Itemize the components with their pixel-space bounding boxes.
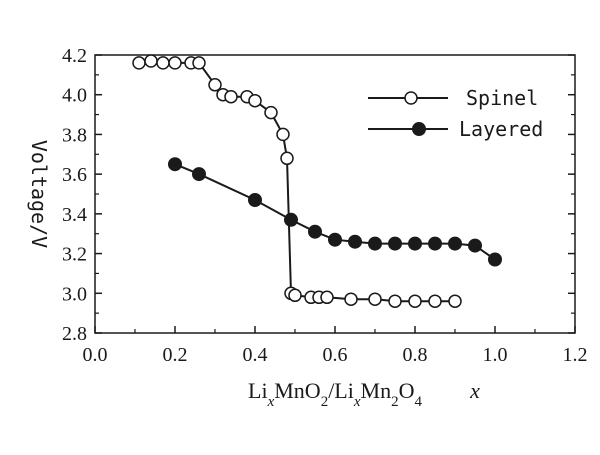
y-tick-label: 3.4 bbox=[62, 204, 87, 226]
y-axis: 2.8 3.0 3.2 3.4 3.6 3.8 4.0 4.2 bbox=[62, 45, 575, 345]
y-tick-label: 2.8 bbox=[62, 323, 87, 345]
layered-data-point bbox=[368, 236, 382, 251]
x-tick-label: 0.0 bbox=[83, 344, 108, 366]
spinel-data-point bbox=[168, 56, 182, 70]
x-tick-label: 0.2 bbox=[163, 344, 188, 366]
layered-data-point bbox=[168, 157, 182, 172]
x-axis-title-part: /Li bbox=[328, 378, 354, 403]
layered-data-point bbox=[308, 224, 322, 239]
spinel-data-point bbox=[368, 292, 382, 306]
spinel-data-point bbox=[144, 54, 158, 68]
x-axis-title-part: 2 bbox=[321, 394, 329, 410]
x-tick-label: 1.2 bbox=[563, 344, 588, 366]
spinel-data-point bbox=[132, 56, 146, 70]
x-tick-label: 0.4 bbox=[243, 344, 268, 366]
x-axis-title-part: 4 bbox=[414, 394, 422, 410]
spinel-data-point bbox=[276, 127, 290, 142]
spinel-data-point bbox=[264, 105, 278, 120]
x-axis-title-part: MnO bbox=[274, 378, 320, 403]
spinel-data-point bbox=[320, 290, 334, 305]
x-axis: 0.0 0.2 0.4 0.6 0.8 1.0 1.2 bbox=[83, 326, 588, 366]
x-variable-label: x bbox=[469, 378, 480, 403]
y-tick-label: 4.2 bbox=[62, 45, 87, 67]
y-tick-label: 3.2 bbox=[62, 244, 87, 266]
x-axis-title-part: O bbox=[399, 378, 415, 403]
layered-data-point bbox=[488, 252, 502, 267]
layered-data-point bbox=[328, 232, 342, 247]
spinel-data-point bbox=[344, 292, 358, 306]
x-axis-title-part: Li bbox=[248, 378, 268, 403]
layered-data-point bbox=[192, 167, 206, 182]
spinel-data-point bbox=[388, 294, 402, 308]
x-tick-label: 1.0 bbox=[483, 344, 508, 366]
spinel-data-point bbox=[208, 78, 222, 92]
x-tick-label: 0.6 bbox=[323, 344, 348, 366]
x-axis-title-part: x bbox=[353, 394, 361, 410]
x-axis-title-part: 2 bbox=[391, 394, 399, 410]
spinel-data-point bbox=[248, 93, 262, 108]
spinel-data-point bbox=[408, 294, 422, 308]
legend-spinel-marker bbox=[404, 91, 418, 105]
x-axis-title-part: x bbox=[267, 394, 275, 410]
spinel-data-point bbox=[156, 56, 170, 70]
layered-data-point bbox=[284, 212, 298, 227]
layered-data-point bbox=[468, 238, 482, 253]
spinel-data-point bbox=[288, 288, 302, 303]
legend-layered-marker bbox=[412, 122, 426, 136]
layered-data-point bbox=[448, 236, 462, 251]
spinel-data-point bbox=[280, 151, 294, 166]
x-axis-title: LixMnO2/LixMn2O4 bbox=[248, 378, 422, 410]
layered-data-point bbox=[348, 234, 362, 249]
y-tick-label: 3.6 bbox=[62, 164, 87, 186]
layered-data-point bbox=[248, 193, 262, 207]
spinel-data-point bbox=[224, 89, 238, 104]
legend-spinel-label: Spinel bbox=[466, 86, 538, 110]
spinel-data-point bbox=[192, 56, 206, 70]
spinel-data-point bbox=[448, 294, 462, 308]
series-layer bbox=[132, 54, 502, 308]
x-axis-title-part: Mn bbox=[361, 378, 392, 403]
y-tick-label: 3.8 bbox=[62, 124, 87, 146]
spinel-data-point bbox=[428, 294, 442, 308]
layered-data-point bbox=[428, 236, 442, 251]
legend: Spinel Layered bbox=[368, 86, 543, 141]
x-tick-label: 0.8 bbox=[403, 344, 428, 366]
y-tick-label: 4.0 bbox=[62, 85, 87, 107]
layered-data-point bbox=[388, 236, 402, 251]
legend-layered-label: Layered bbox=[459, 117, 543, 141]
y-axis-title: Voltage/V bbox=[27, 140, 51, 248]
layered-data-point bbox=[408, 236, 422, 251]
y-tick-label: 3.0 bbox=[62, 283, 87, 305]
